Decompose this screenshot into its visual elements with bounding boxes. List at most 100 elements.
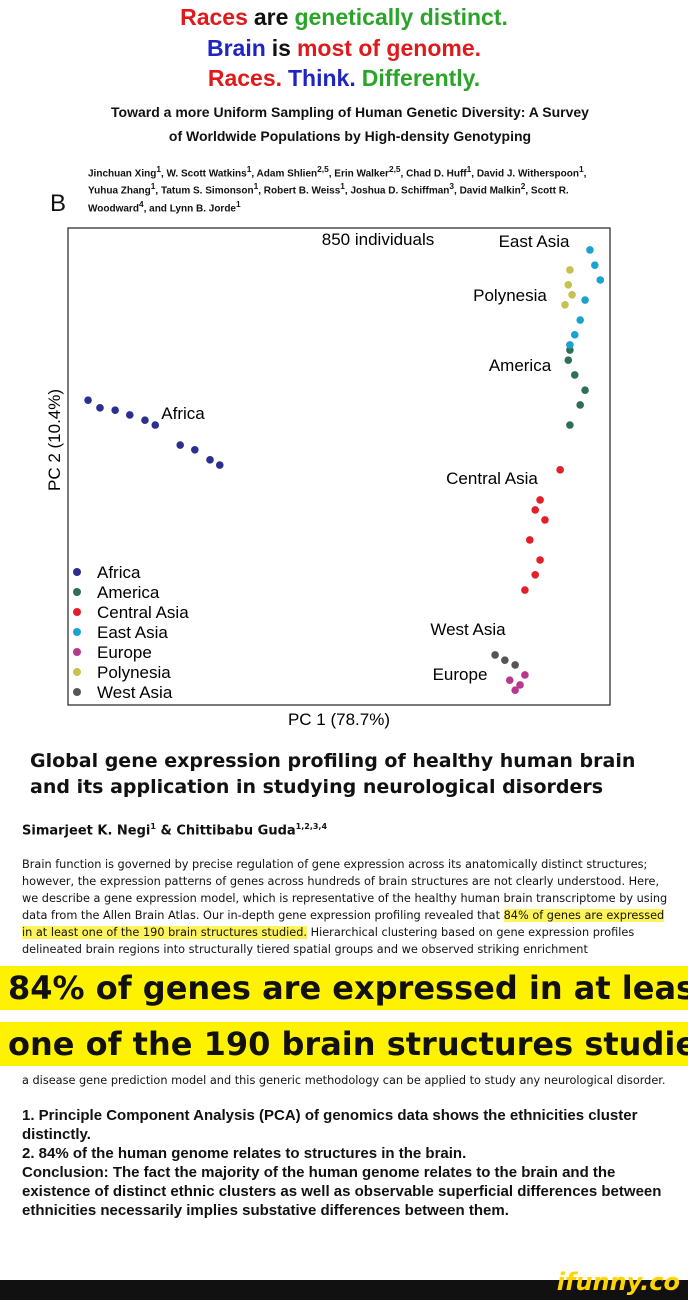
author-name: , Tatum S. Simonson [155, 185, 254, 197]
data-point [576, 316, 584, 324]
author-name: , David J. Witherspoon [471, 168, 579, 180]
author-affiliation: 1 [340, 181, 345, 192]
author-affiliation: 4 [138, 198, 144, 209]
legend-marker [73, 648, 81, 656]
abstract-end: a disease gene prediction model and this… [22, 1074, 666, 1087]
author-affiliation: 1 [156, 164, 161, 174]
data-point [511, 661, 519, 669]
data-point [521, 671, 529, 679]
paper-title: Toward a more Uniform Sampling of Human … [111, 104, 589, 144]
data-point [501, 656, 509, 664]
header-word: Think. [288, 65, 356, 91]
header-word: are [253, 4, 289, 30]
conclusion-line: Conclusion: The fact the majority of the… [22, 1164, 662, 1219]
author-affiliation: 1,2,3,4 [295, 822, 328, 831]
abstract-text: Brain function is governed by precise re… [22, 858, 668, 922]
data-point [531, 570, 540, 579]
data-point [215, 461, 224, 469]
paper-authors: Jinchuan Xing1, W. Scott Watkins1, Adam … [88, 163, 608, 215]
data-point [581, 386, 589, 394]
author-affiliation: 2 [520, 181, 526, 192]
header-word: Brain [207, 35, 266, 61]
data-point [536, 496, 544, 504]
data-point [176, 441, 184, 449]
data-point [84, 396, 92, 404]
data-point [568, 290, 576, 299]
author-name: , Chad D. Huff [400, 168, 467, 180]
footer-bar [0, 1280, 688, 1300]
annotation: America [489, 356, 552, 375]
paper-title: Global gene expression profiling of heal… [30, 750, 636, 798]
legend-marker [73, 568, 81, 576]
legend-label: Africa [97, 563, 141, 582]
header-line: Brain is most of genome. [0, 35, 688, 62]
author-affiliation: 1 [466, 164, 472, 174]
legend-marker [73, 668, 81, 676]
data-point [111, 406, 119, 415]
data-point [596, 276, 605, 284]
conclusion: 1. Principle Component Analysis (PCA) of… [22, 1106, 672, 1220]
legend-label: Polynesia [97, 663, 171, 682]
author-affiliation: 1 [150, 822, 156, 831]
author-name: , David Malkin [454, 185, 521, 197]
x-axis-label: PC 1 (78.7%) [288, 710, 390, 729]
watermark: ifunny.co [556, 1268, 680, 1296]
legend-label: Central Asia [97, 603, 189, 622]
data-point [151, 421, 160, 429]
author-name: , Robert B. Weiss [258, 185, 341, 197]
legend-marker [73, 628, 81, 636]
plot-frame [67, 227, 611, 706]
author-affiliation: 2,5 [317, 164, 329, 174]
author-name: , Erin Walker [328, 168, 389, 180]
author-affiliation: 1 [253, 181, 259, 192]
data-point [566, 346, 574, 354]
y-axis-label: PC 2 (10.4%) [45, 389, 64, 491]
author-affiliation: 1 [578, 164, 584, 174]
conclusion-line: 2. 84% of the human genome relates to st… [22, 1145, 467, 1162]
data-point [525, 536, 534, 544]
annotation: Africa [161, 404, 205, 423]
scatter-chart: 850 individuals East Asia Polynesia Amer… [45, 227, 611, 729]
data-point [564, 280, 573, 289]
legend-label: East Asia [97, 623, 168, 642]
data-point [586, 246, 594, 254]
legend-label: America [97, 583, 160, 602]
legend-marker [73, 608, 81, 616]
data-point [511, 686, 519, 695]
header-word: Races [180, 4, 248, 30]
panel-label: B [50, 190, 67, 217]
annotation: 850 individuals [322, 230, 434, 249]
data-point [125, 411, 134, 419]
data-point [581, 296, 589, 304]
legend-marker [73, 688, 81, 696]
author-name: , Yuhua Zhang [88, 168, 587, 197]
author-name: Simarjeet K. Negi [22, 823, 151, 839]
data-point [206, 456, 214, 464]
author-name: & Chittibabu Guda [155, 823, 296, 839]
annotation: Central Asia [446, 469, 538, 488]
header-word: most of genome. [296, 35, 481, 61]
data-point [505, 676, 514, 684]
data-point [561, 300, 569, 309]
data-point [570, 371, 579, 379]
author-name: , Joshua D. Schiffman [344, 185, 450, 197]
header-word: Races. [207, 65, 282, 91]
conclusion-line: 1. Principle Component Analysis (PCA) of… [22, 1107, 638, 1143]
author-affiliation: 2,5 [388, 164, 401, 174]
data-point [191, 446, 199, 454]
author-affiliation: 1 [150, 181, 156, 192]
header-word: genetically distinct. [294, 4, 508, 30]
data-point [576, 401, 584, 409]
caption-line: 84% of genes are expressed in at least [0, 966, 688, 1010]
data-point [491, 651, 499, 659]
header-line: Races. Think. Differently. [0, 65, 688, 92]
header-word: is [271, 35, 291, 61]
data-point [516, 681, 524, 689]
legend-marker [73, 588, 81, 596]
data-point [566, 341, 574, 349]
data-point [566, 421, 574, 429]
legend-label: West Asia [97, 683, 173, 702]
author-name: , W. Scott Watkins [160, 168, 247, 180]
author-name: , Adam Shlien [251, 168, 318, 180]
